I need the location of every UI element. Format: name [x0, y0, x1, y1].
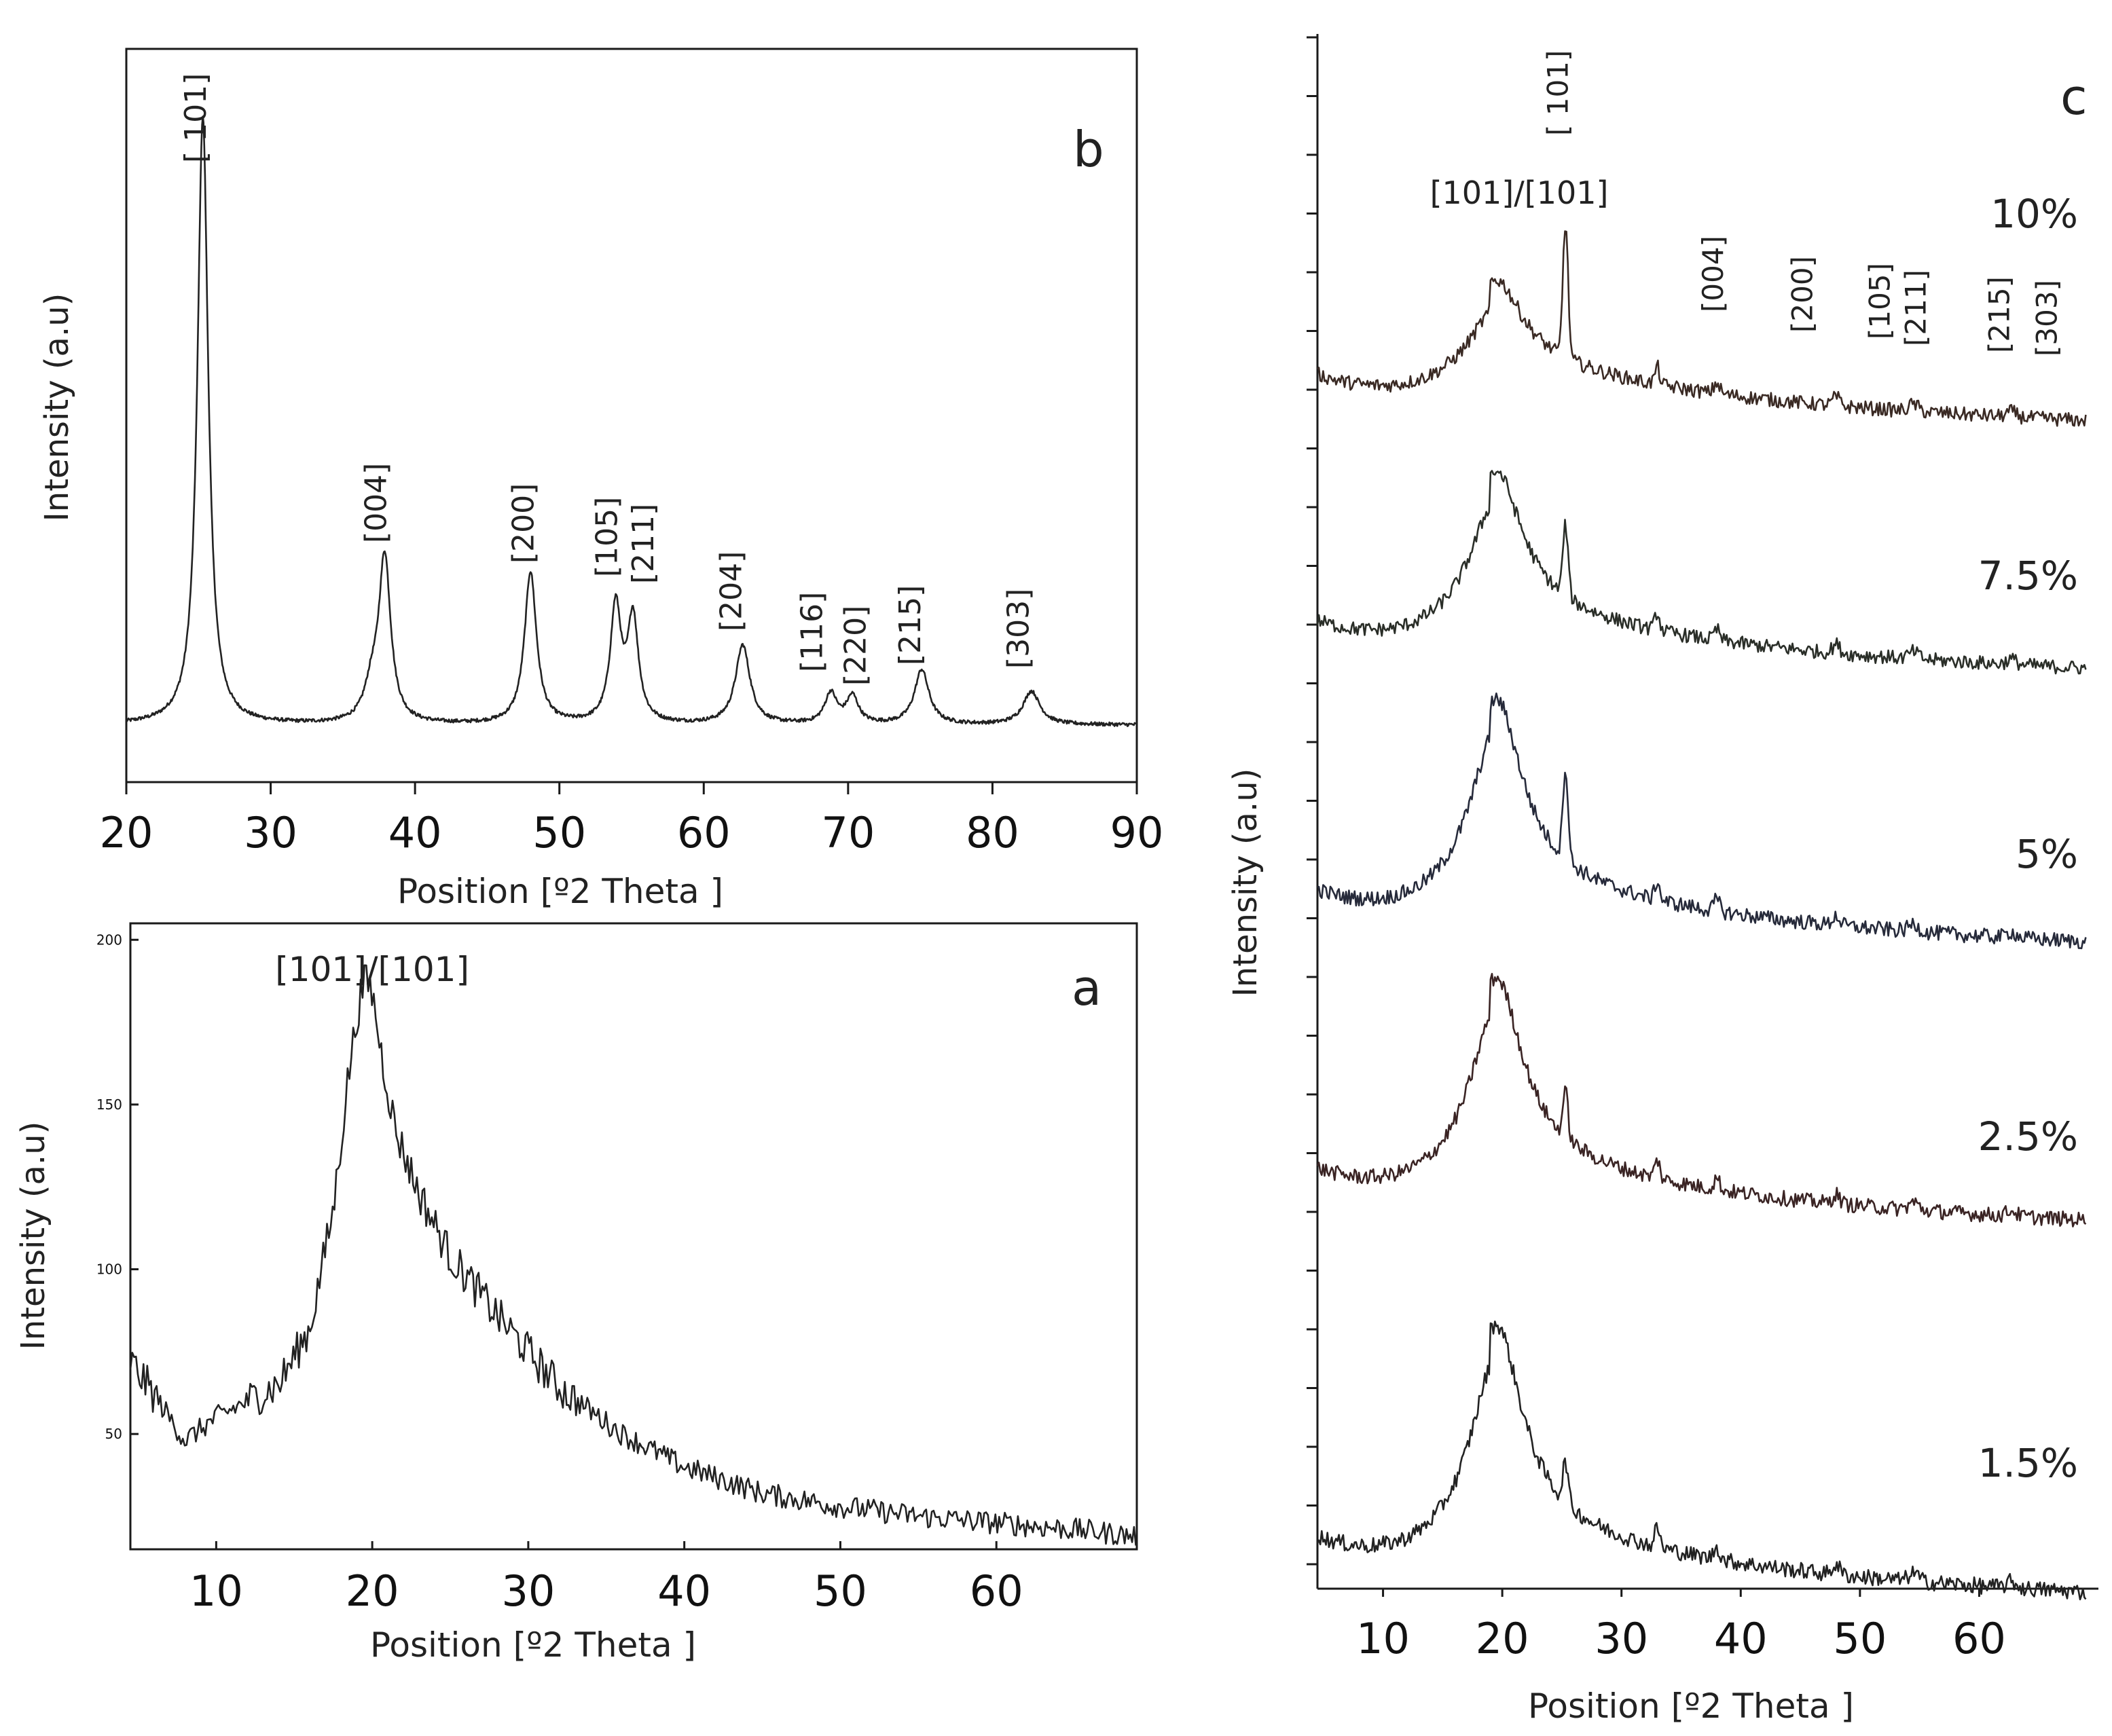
panel-c-x-tick-label: 30: [1595, 1614, 1648, 1663]
panel-b-peak-label: [204]: [714, 551, 749, 631]
panel-b-peak-label: [ 101]: [179, 73, 213, 163]
panel-c-series-line: [1317, 692, 2087, 950]
panel-c-peak-label: [ 101]: [1542, 50, 1575, 136]
panel-a-y-tick-label: 50: [105, 1426, 122, 1442]
panel-c-y-axis-title: Intensity (a.u): [1226, 769, 1264, 997]
panel-c-series-label: 7.5%: [1978, 553, 2078, 599]
panel-c-peak-label: [303]: [2031, 280, 2064, 356]
panel-c-series-label: 1.5%: [1978, 1440, 2078, 1486]
panel-c-x-axis-title: Position [º2 Theta ]: [1528, 1686, 1854, 1726]
panel-b-x-tick-label: 40: [388, 808, 442, 857]
panel-b: 20 30 40 50 60 70 80 90 [ 101][004] [200] [105] [2…: [38, 48, 1164, 911]
panel-c-letter: c: [2060, 69, 2088, 126]
panel-a-frame: [129, 922, 1138, 1551]
panel-c-x-tick-label: 60: [1952, 1614, 2006, 1663]
panel-a-y-tick-label: 150: [96, 1096, 122, 1113]
panel-a-y-ticks: 50 100 150 200: [96, 931, 139, 1442]
panel-b-x-tick-label: 30: [244, 808, 297, 857]
panel-b-frame: [125, 48, 1138, 783]
panel-a: 10 20 30 40 50 60 50 100 150 200 [101]/[101] a I…: [14, 922, 1138, 1665]
panel-c-peak-labels: [ 101] [004] [200] [105] [211] [215] [303]: [1542, 50, 2064, 356]
panel-b-x-tick-label: 90: [1110, 808, 1164, 857]
panel-c-x-tick-label: 40: [1714, 1614, 1768, 1663]
panel-b-peak-label: [200]: [506, 483, 541, 564]
panel-c-series-line: [1316, 470, 2087, 675]
panel-b-x-tick-label: 60: [677, 808, 731, 857]
panel-b-y-axis-title: Intensity (a.u): [38, 293, 76, 522]
panel-c-series: 10% 7.5% 5% 2.5% 1.5%: [1316, 191, 2087, 1601]
panel-c-peak-label: [215]: [1982, 276, 2016, 353]
panel-a-letter: a: [1072, 959, 1101, 1016]
panel-c-series-line: [1316, 973, 2087, 1227]
panel-c-peak-label: [004]: [1696, 236, 1730, 312]
panel-c-series-label: 2.5%: [1978, 1113, 2078, 1160]
panel-c-series-line: [1316, 1321, 2087, 1601]
panel-c-series-label: 10%: [1990, 191, 2078, 237]
panel-a-y-tick-label: 100: [96, 1261, 122, 1278]
panel-c-series-label: 5%: [2016, 831, 2078, 877]
panel-c-y-ticks: [1307, 36, 1317, 1566]
panel-b-peak-label: [004]: [359, 463, 394, 543]
panel-c-series-line: [1317, 230, 2087, 427]
panel-b-peak-label: [105]: [590, 497, 625, 577]
panel-c-peak-label: [211]: [1899, 270, 1932, 346]
panel-b-x-ticks: 20 30 40 50 60 70 80 90: [100, 782, 1164, 857]
panel-c-peak-label: [105]: [1863, 263, 1897, 339]
panel-b-letter: b: [1073, 121, 1104, 178]
panel-c: 10 20 30 40 50 60 10% 7.5% 5% 2.5% 1.5% [ 101] [00…: [1226, 34, 2098, 1726]
panel-c-x-tick-label: 10: [1356, 1614, 1410, 1663]
panel-a-x-tick-label: 30: [501, 1566, 555, 1616]
panel-b-peak-label: [303]: [1002, 589, 1036, 669]
panel-b-peak-label: [215]: [893, 585, 928, 665]
panel-a-x-ticks: 10 20 30 40 50 60: [189, 1541, 1023, 1616]
panel-a-y-axis-title: Intensity (a.u): [14, 1122, 52, 1350]
panel-c-x-tick-label: 50: [1833, 1614, 1887, 1663]
panel-c-x-tick-label: 20: [1476, 1614, 1529, 1663]
panel-c-x-ticks: 10 20 30 40 50 60: [1356, 1589, 2006, 1663]
panel-a-x-tick-label: 50: [814, 1566, 867, 1616]
panel-a-x-tick-label: 60: [970, 1566, 1023, 1616]
panel-b-x-tick-label: 20: [100, 808, 153, 857]
panel-a-peak-label: [101]/[101]: [275, 950, 469, 989]
panel-a-series-line: [129, 964, 1137, 1546]
panel-a-x-axis-title: Position [º2 Theta ]: [370, 1625, 696, 1665]
panel-b-x-tick-label: 70: [821, 808, 875, 857]
panel-c-amorphous-peak-label: [101]/[101]: [1430, 174, 1609, 211]
panel-a-x-tick-label: 40: [657, 1566, 711, 1616]
panel-b-x-axis-title: Position [º2 Theta ]: [397, 872, 723, 911]
panel-a-y-tick-label: 200: [96, 931, 122, 948]
panel-b-peak-labels: [ 101] [004] [200] [105] [211] [204] [116] [220…: [179, 73, 1036, 686]
panel-a-x-tick-label: 20: [346, 1566, 399, 1616]
panel-b-x-tick-label: 50: [532, 808, 586, 857]
panel-b-x-tick-label: 80: [966, 808, 1019, 857]
panel-c-peak-label: [200]: [1786, 256, 1819, 333]
panel-b-peak-label: [116]: [795, 592, 830, 672]
panel-b-series-line: [125, 115, 1137, 727]
panel-b-peak-label: [211]: [626, 504, 661, 584]
panel-a-x-tick-label: 10: [189, 1566, 243, 1616]
panel-b-peak-label: [220]: [838, 606, 873, 686]
